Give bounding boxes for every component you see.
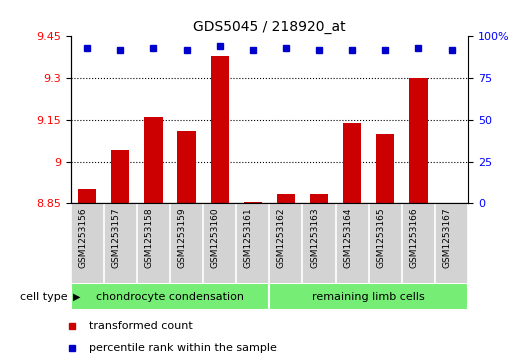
- Bar: [71, 283, 269, 310]
- Text: GSM1253160: GSM1253160: [211, 207, 220, 268]
- Bar: [343, 123, 361, 203]
- Text: ▶: ▶: [73, 292, 81, 302]
- Text: GSM1253166: GSM1253166: [410, 207, 418, 268]
- Bar: [144, 117, 163, 203]
- Text: GSM1253163: GSM1253163: [310, 207, 319, 268]
- Title: GDS5045 / 218920_at: GDS5045 / 218920_at: [193, 20, 346, 34]
- Text: GSM1253167: GSM1253167: [442, 207, 451, 268]
- Bar: [277, 194, 295, 203]
- Text: percentile rank within the sample: percentile rank within the sample: [89, 343, 277, 352]
- Bar: [244, 201, 262, 203]
- Bar: [376, 134, 394, 203]
- Text: chondrocyte condensation: chondrocyte condensation: [96, 292, 244, 302]
- Bar: [310, 194, 328, 203]
- Text: GSM1253165: GSM1253165: [376, 207, 385, 268]
- Text: GSM1253156: GSM1253156: [78, 207, 87, 268]
- Bar: [177, 131, 196, 203]
- Bar: [410, 78, 427, 203]
- Bar: [211, 56, 229, 203]
- Bar: [111, 150, 129, 203]
- Text: GSM1253158: GSM1253158: [144, 207, 153, 268]
- Text: cell type: cell type: [20, 292, 68, 302]
- Text: transformed count: transformed count: [89, 321, 192, 331]
- Text: GSM1253159: GSM1253159: [177, 207, 187, 268]
- Bar: [269, 283, 468, 310]
- Text: GSM1253164: GSM1253164: [343, 207, 352, 268]
- Text: GSM1253157: GSM1253157: [111, 207, 120, 268]
- Text: GSM1253162: GSM1253162: [277, 207, 286, 268]
- Text: remaining limb cells: remaining limb cells: [312, 292, 425, 302]
- Text: GSM1253161: GSM1253161: [244, 207, 253, 268]
- Bar: [78, 189, 96, 203]
